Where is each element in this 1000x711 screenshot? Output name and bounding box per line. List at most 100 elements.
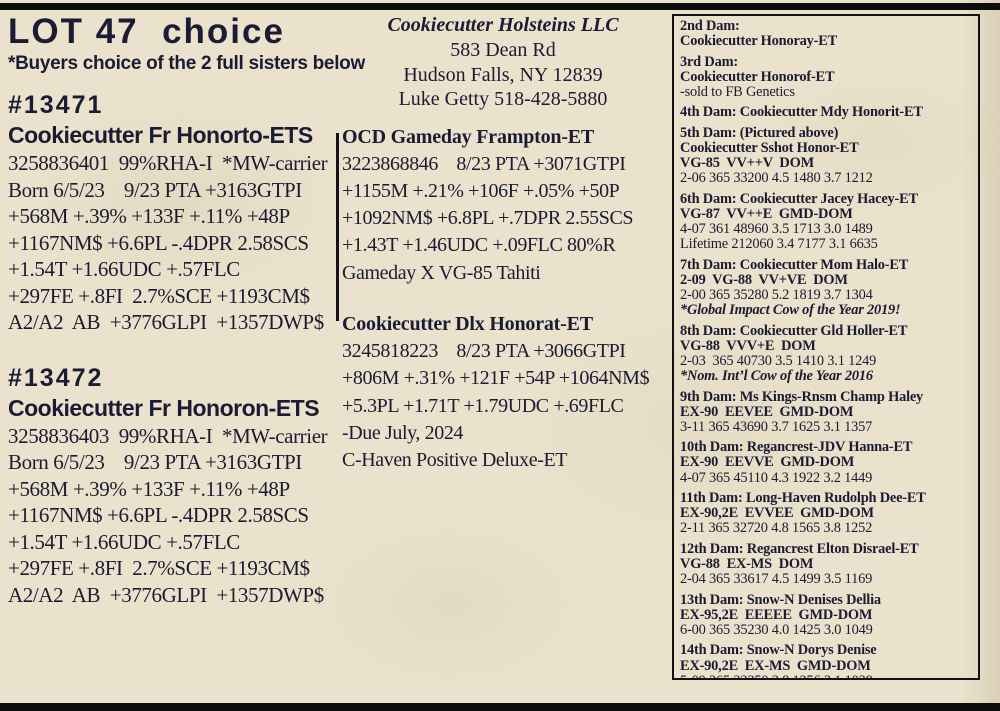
pedigree-line: *Global Impact Cow of the Year 2019! — [680, 302, 901, 319]
pta-line: +297FE +.8FI 2.7%SCE +1193CM$ — [8, 283, 310, 308]
pta-line: +5.3PL +1.71T +1.79UDC +.69FLC — [342, 394, 624, 417]
pedigree-line: EX-90 EEVVE GMD-DOM — [680, 454, 855, 471]
pedigree-line: Cookiecutter Honoray-ET — [680, 33, 838, 50]
lot-subtitle: *Buyers choice of the 2 full sisters bel… — [8, 53, 365, 74]
pedigree-entry: 7th Dam: Cookiecutter Mom Halo-ET 2-09 VG… — [680, 256, 972, 319]
pedigree-entry: 6th Dam: Cookiecutter Jacey Hacey-ET VG-8… — [680, 190, 972, 253]
pedigree-line: EX-95,2E EEEEE GMD-DOM — [680, 606, 873, 623]
pta-line: +1.43T +1.46UDC +.09FLC 80%R — [342, 234, 616, 257]
pedigree-line: 4th Dam: Cookiecutter Mdy Honorit-ET — [680, 104, 923, 121]
animal-name: Cookiecutter Dlx Honorat-ET — [342, 312, 593, 335]
bottom-rule — [0, 703, 1000, 711]
pedigree-line: 4-07 361 48960 3.5 1713 3.0 1489 — [680, 221, 873, 238]
pedigree-line: 7th Dam: Cookiecutter Mom Halo-ET — [680, 256, 909, 273]
pedigree-line: VG-87 VV++E GMD-DOM — [680, 206, 853, 223]
pedigree-entry: 8th Dam: Cookiecutter Gld Holler-ET VG-88… — [680, 322, 972, 384]
pedigree-line: EX-90,2E EVVEE GMD-DOM — [680, 505, 874, 522]
pta-line: C-Haven Positive Deluxe-ET — [342, 449, 568, 472]
pta-line: +1092NM$ +6.8PL +.7DPR 2.55SCS — [342, 207, 634, 230]
pta-line: 3223868846 8/23 PTA +3071GTPI — [342, 152, 626, 175]
lot-column: LOT 47 choice *Buyers choice of the 2 fu… — [8, 12, 365, 608]
pedigree-line: Cookiecutter Sshot Honor-ET — [680, 140, 859, 157]
pedigree-line: 4-07 365 45110 4.3 1922 3.2 1449 — [680, 469, 873, 486]
pedigree-line: 3-11 365 43690 3.7 1625 3.1 1357 — [680, 418, 873, 435]
pedigree-line: EX-90 EEVEE GMD-DOM — [680, 403, 854, 420]
consignor-name: Cookiecutter Holsteins LLC — [387, 14, 619, 36]
pta-line: +1155M +.21% +106F +.05% +50P — [342, 179, 620, 202]
lot-entry: #13472 Cookiecutter Fr Honoron-ETS 3258836… — [8, 363, 336, 609]
middle-column: Cookiecutter Holsteins LLC 583 Dean Rd H… — [342, 12, 664, 474]
pedigree-line: Lifetime 212060 3.4 7177 3.1 6635 — [680, 236, 878, 253]
pedigree-line: 6-00 365 35230 4.0 1425 3.0 1049 — [680, 621, 873, 638]
animal-name: Cookiecutter Fr Honorto-ETS — [8, 122, 313, 148]
pta-line: +1.54T +1.66UDC +.57FLC — [8, 529, 240, 554]
pedigree-line: VG-88 EX-MS DOM — [680, 556, 814, 572]
top-rule — [0, 3, 1000, 10]
sire-dam-block: Cookiecutter Dlx Honorat-ET 3245818223 8/… — [342, 310, 664, 474]
pedigree-entry: 5th Dam: (Pictured above) Cookiecutter Ss… — [680, 125, 972, 187]
pedigree-line: 3rd Dam: — [680, 53, 738, 70]
pedigree-entry: 14th Dam: Snow-N Dorys Denise EX-90,2E EX… — [680, 642, 972, 678]
pedigree-line: 6th Dam: Cookiecutter Jacey Hacey-ET — [680, 190, 918, 207]
pedigree-line: 9th Dam: Ms Kings-Rnsm Champ Haley — [680, 388, 924, 405]
consignor-block: Cookiecutter Holsteins LLC 583 Dean Rd H… — [342, 12, 664, 112]
pedigree-line: 2-11 365 32720 4.8 1565 3.8 1252 — [680, 520, 873, 537]
pedigree-line: 14th Dam: Snow-N Dorys Denise — [680, 642, 877, 659]
pta-line: +568M +.39% +133F +.11% +48P — [8, 476, 290, 501]
pedigree-entry: 10th Dam: Regancrest-JDV Hanna-ET EX-90 E… — [680, 440, 972, 485]
animal-name: Cookiecutter Fr Honoron-ETS — [8, 394, 320, 421]
pta-line: A2/A2 AB +3776GLPI +1357DWP$ — [8, 310, 324, 334]
pedigree-line: 12th Dam: Regancrest Elton Disrael-ET — [680, 540, 919, 557]
pedigree-line: Cookiecutter Honorof-ET — [680, 68, 835, 85]
animal-name: OCD Gameday Frampton-ET — [342, 125, 595, 148]
pedigree-line: VG-88 VVV+E DOM — [680, 337, 816, 354]
pta-line: Gameday X VG-85 Tahiti — [342, 261, 541, 284]
pedigree-entry: 11th Dam: Long-Haven Rudolph Dee-ET EX-90… — [680, 491, 972, 536]
column-divider — [336, 133, 339, 321]
pedigree-entry: 2nd Dam: Cookiecutter Honoray-ET — [680, 18, 972, 50]
pedigree-line: 11th Dam: Long-Haven Rudolph Dee-ET — [680, 490, 926, 507]
pta-line: +568M +.39% +133F +.11% +48P — [8, 204, 290, 228]
pedigree-line: 2-04 365 33617 4.5 1499 3.5 1169 — [680, 571, 873, 588]
pta-line: A2/A2 AB +3776GLPI +1357DWP$ — [8, 582, 324, 607]
pedigree-entry: 12th Dam: Regancrest Elton Disrael-ET VG-… — [680, 540, 972, 588]
pedigree-line: 5-09 365 33350 3.8 1256 3.1 1038 — [680, 673, 972, 678]
pedigree-line: 2nd Dam: — [680, 18, 740, 34]
pedigree-line: 13th Dam: Snow-N Denises Dellia — [680, 591, 881, 608]
pedigree-line: 8th Dam: Cookiecutter Gld Holler-ET — [680, 322, 908, 339]
lot-entries: #13471 Cookiecutter Fr Honorto-ETS 3258836… — [8, 90, 336, 608]
pedigree-line: -sold to FB Genetics — [680, 83, 795, 100]
pta-line: +1167NM$ +6.6PL -.4DPR 2.58SCS — [8, 503, 309, 527]
pedigree-entry: 4th Dam: Cookiecutter Mdy Honorit-ET — [680, 105, 972, 120]
pta-line: -Due July, 2024 — [342, 421, 464, 444]
pedigree-entry: 13th Dam: Snow-N Denises Dellia EX-95,2E … — [680, 591, 972, 638]
pta-line: +1.54T +1.66UDC +.57FLC — [8, 257, 240, 281]
pta-line: Born 6/5/23 9/23 PTA +3163GTPI — [8, 450, 302, 474]
pedigree-line: 2-03 365 40730 3.5 1410 3.1 1249 — [680, 352, 877, 369]
pedigree-entry: 3rd Dam: Cookiecutter Honorof-ET -sold to … — [680, 53, 972, 100]
pedigree-entry: 9th Dam: Ms Kings-Rnsm Champ Haley EX-90 … — [680, 388, 972, 435]
pedigree-line: 2-06 365 33200 4.5 1480 3.7 1212 — [680, 170, 873, 187]
pta-line: +806M +.31% +121F +54P +1064NM$ — [342, 367, 650, 390]
pta-line: +1167NM$ +6.6PL -.4DPR 2.58SCS — [8, 230, 309, 255]
lot-number: #13472 — [8, 363, 104, 392]
pedigree-line: VG-85 VV++V DOM — [680, 155, 814, 172]
pedigree-line: 2-09 VG-88 VV+VE DOM — [680, 271, 848, 288]
lot-entry: #13471 Cookiecutter Fr Honorto-ETS 3258836… — [8, 90, 336, 336]
pedigree-line: EX-90,2E EX-MS GMD-DOM — [680, 657, 871, 674]
consignor-address-line1: 583 Dean Rd — [450, 39, 556, 61]
middle-blocks: OCD Gameday Frampton-ET 3223868846 8/23 P… — [342, 123, 664, 475]
pedigree-line: *Nom. Int’l Cow of the Year 2016 — [680, 367, 873, 384]
pedigree-box: 2nd Dam: Cookiecutter Honoray-ET 3rd Dam: C… — [672, 14, 980, 680]
consignor-contact: Luke Getty 518-428-5880 — [398, 88, 608, 110]
lot-title: LOT 47 choice — [8, 12, 285, 51]
pedigree-line: 5th Dam: (Pictured above) — [680, 125, 839, 142]
consignor-address-line2: Hudson Falls, NY 12839 — [403, 63, 603, 86]
lot-number: #13471 — [8, 91, 104, 119]
pta-line: 3258836403 99%RHA-I *MW-carrier — [8, 423, 328, 448]
pedigree-line: 10th Dam: Regancrest-JDV Hanna-ET — [680, 439, 913, 456]
pta-line: 3258836401 99%RHA-I *MW-carrier — [8, 151, 328, 175]
pta-line: 3245818223 8/23 PTA +3066GTPI — [342, 339, 626, 362]
pedigree-line: 2-00 365 35280 5.2 1819 3.7 1304 — [680, 287, 873, 303]
